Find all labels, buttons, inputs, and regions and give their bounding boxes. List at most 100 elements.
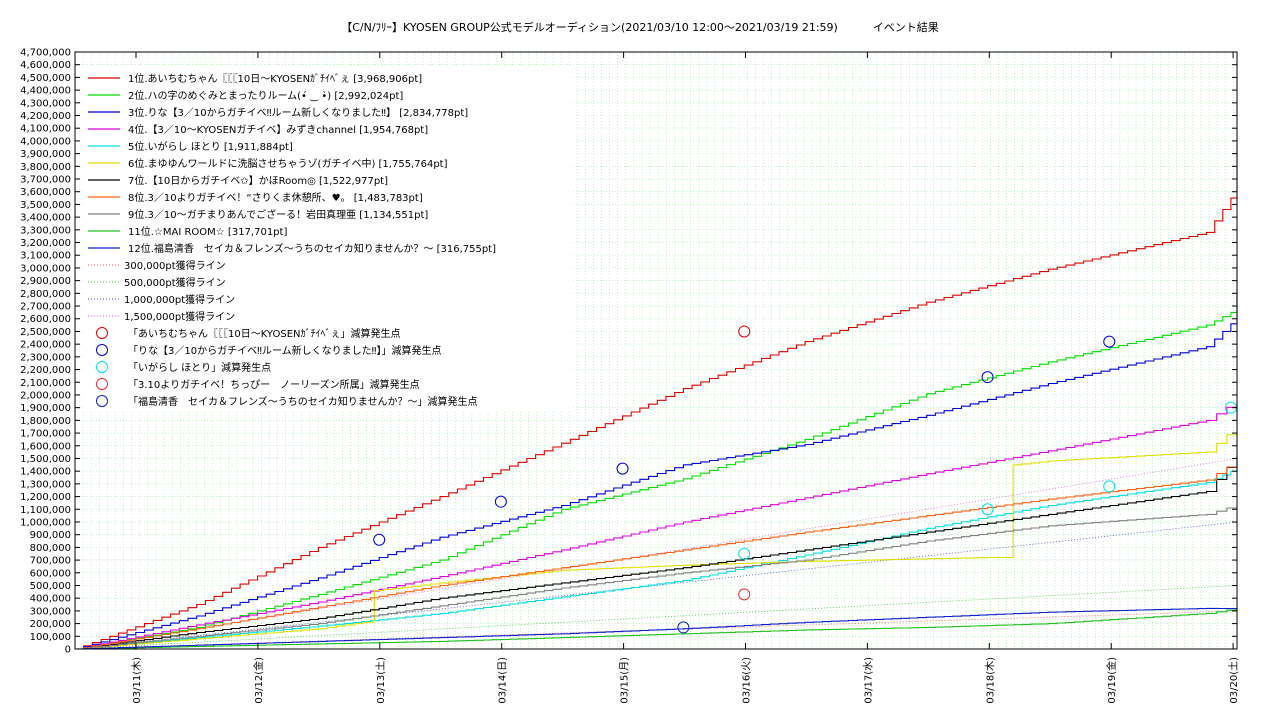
deduction-marker [1103,335,1116,348]
series-line [75,426,1238,650]
y-tick-label: 0 [65,645,71,656]
x-tick-label: 03/20(土) [1227,657,1240,704]
y-tick-label: 2,000,000 [20,390,71,401]
y-tick-label: 3,300,000 [20,225,71,236]
y-tick-label: 1,000,000 [20,517,71,528]
x-tick-label: 03/19(金) [1105,657,1118,704]
legend-label: 「3.10よりガチイベ！ちっぴー ノーリーズン所属」減算発生点 [128,378,420,391]
legend-swatch [96,361,108,373]
y-tick-label: 4,600,000 [20,60,71,71]
x-tick-label: 03/11(木) [131,657,143,704]
y-tick-label: 2,700,000 [20,302,71,313]
deduction-marker [677,621,690,634]
legend-swatch [96,395,108,407]
x-tick-label: 03/12(金) [252,657,265,704]
y-tick-label: 2,900,000 [20,276,71,287]
series-line [75,504,1238,650]
deduction-marker [981,503,994,516]
y-tick-label: 4,400,000 [20,86,71,97]
y-tick-label: 1,400,000 [20,467,71,478]
y-tick-label: 2,800,000 [20,289,71,300]
y-tick-label: 200,000 [30,619,71,630]
y-tick-label: 4,100,000 [20,124,71,135]
y-tick-label: 3,600,000 [20,187,71,198]
chart-title: 【C/N/ﾌﾘｰ】KYOSEN GROUP公式モデルオーディション(2021/0… [0,19,1280,35]
legend-label: 「あいちむちゃん〖〖〖10日〜KYOSENｶﾞﾁｲﾍﾞぇ」減算発生点 [128,327,401,340]
y-tick-label: 3,100,000 [20,251,71,262]
y-tick-label: 4,200,000 [20,111,71,122]
y-tick-label: 4,700,000 [20,48,71,59]
series-lines [75,144,1238,650]
deduction-markers [373,325,1237,634]
deduction-marker [981,371,994,384]
series-line [75,268,1238,650]
y-tick-label: 3,700,000 [20,175,71,186]
legend-label: 「福島清香 セイカ＆フレンズ〜うちのセイカ知りませんか？〜」減算発生点 [128,395,478,408]
y-tick-label: 800,000 [30,543,71,554]
legend-label: 1,000,000pt獲得ライン [124,293,235,306]
x-axis: 03/11(木) 03/12(金) 03/13(土) 03/14(日) 03/15(月)… [131,52,1240,704]
legend-label: 7位.【10日からガチイベ✩】かほRoom◎ [1,522,977pt] [128,174,388,187]
x-tick-label: 03/17(水) [862,657,874,704]
plot-frame [74,51,1238,650]
legend-label: 「りな【3／10からガチイベ‼ルーム新しくなりました‼】」減算発生点 [128,344,442,357]
y-tick-label: 4,000,000 [20,136,71,147]
y-tick-label: 1,200,000 [20,492,71,503]
y-tick-label: 600,000 [30,568,71,579]
y-tick-label: 2,600,000 [20,314,71,325]
legend-label: 「いがらし ほとり」減算発生点 [128,361,271,374]
y-tick-label: 2,300,000 [20,352,71,363]
x-tick-label: 03/14(日) [498,657,509,704]
y-tick-label: 4,500,000 [20,73,71,84]
series-line [75,608,1238,650]
y-tick-label: 2,500,000 [20,327,71,338]
legend-label: 8位.3／10よりガチイベ！“さりくま休憩所、♥︎。 [1,483,783pt] [128,191,423,204]
legend-label: 1位.あいちむちゃん〖〖〖10日〜KYOSENｶﾞﾁｲﾍﾞぇ [3,968,90… [128,72,422,85]
legend-label: 500,000pt獲得ライン [124,276,226,289]
y-tick-label: 300,000 [30,606,71,617]
y-tick-label: 900,000 [30,530,71,541]
y-tick-label: 3,900,000 [20,149,71,160]
y-tick-label: 1,900,000 [20,403,71,414]
legend-label: 300,000pt獲得ライン [124,259,226,272]
y-tick-label: 1,100,000 [20,505,71,516]
legend-label: 9位.3／10〜ガチまりあんでござーる！岩田真理亜 [1,134,551pt] [128,208,428,221]
legend-label: 1,500,000pt獲得ライン [124,310,235,323]
y-tick-label: 3,400,000 [20,213,71,224]
reference-line [74,585,1238,650]
y-tick-label: 400,000 [30,594,71,605]
legend-swatch [96,327,108,339]
deduction-marker [494,495,507,508]
y-tick-label: 3,200,000 [20,238,71,249]
legend-label: 3位.りな【3／10からガチイベ‼ルーム新しくなりました‼】 [2,834,77… [128,106,468,119]
y-tick-label: 3,000,000 [20,263,71,274]
legend: 1位.あいちむちゃん〖〖〖10日〜KYOSENｶﾞﾁｲﾍﾞぇ [3,968,90… [88,72,496,408]
series-line [75,400,1238,650]
legend-label: 5位.いがらし ほとり [1,911,884pt] [128,140,293,153]
reference-line [74,458,1238,650]
x-tick-label: 03/15(月) [619,657,631,704]
chart-title-main: 【C/N/ﾌﾘｰ】KYOSEN GROUP公式モデルオーディション(2021/0… [341,21,838,34]
series-line [75,288,1238,650]
deduction-marker [616,462,629,475]
y-tick-label: 4,300,000 [20,98,71,109]
y-tick-label: 500,000 [30,581,71,592]
y-tick-label: 2,200,000 [20,365,71,376]
legend-label: 11位.☆MAI ROOM☆ [317,701pt] [128,225,287,238]
series-line [75,607,1238,650]
x-tick-label: 03/13(土) [374,657,387,704]
y-tick-label: 3,500,000 [20,200,71,211]
series-line [75,460,1238,650]
legend-label: 6位.まゆゆんワールドに洗脳させちゃうゾ(ガチイベ中) [1,755,764pt… [128,157,448,170]
legend-swatch [96,378,108,390]
deduction-marker [1103,480,1116,493]
y-tick-label: 1,700,000 [20,429,71,440]
y-tick-label: 1,600,000 [20,441,71,452]
y-tick-label: 2,400,000 [20,340,71,351]
series-line [75,406,1238,650]
deduction-marker [738,547,751,560]
deduction-marker [738,588,751,601]
x-tick-label: 03/16(火) [741,657,753,704]
